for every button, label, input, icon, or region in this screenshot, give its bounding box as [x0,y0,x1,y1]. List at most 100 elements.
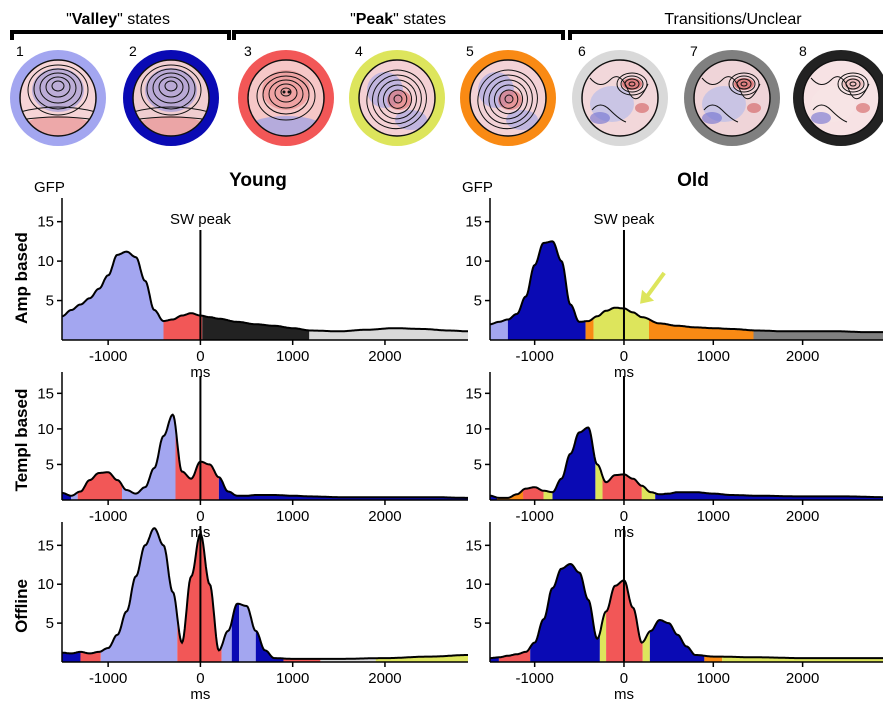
state-number: 1 [16,43,24,59]
x-tick-label: 1000 [276,670,309,687]
segment-lavender [221,621,232,662]
topomap-state-2: 2 [123,43,219,146]
segment-navy [62,651,81,662]
segment-red [80,651,101,662]
y-tick-label: 15 [37,385,54,402]
panel-young-amp: 5 10 15 -1000 0 1000 2000 ms GFP SW peak [34,179,468,381]
gfp-curve [62,527,468,660]
segment-orange [497,489,524,500]
segment-navy [255,630,284,662]
topomap-head [469,59,547,137]
state-number: 6 [578,43,586,59]
segment-lavender [121,414,176,500]
x-tick-label: -1000 [89,508,127,525]
state-number: 2 [129,43,137,59]
y-axis-label: GFP [34,179,65,196]
y-axis-label: GFP [462,179,493,196]
row-label-amp: Amp based [12,232,31,324]
x-tick-label: 0 [620,508,628,525]
segment-red [163,313,203,340]
segment-orange [648,319,754,340]
x-tick-label: -1000 [515,670,553,687]
peak-bracket [232,30,565,40]
sw-peak-label: SW peak [594,211,655,228]
panel-old-offline: 5 10 15 -1000 0 1000 2000 ms [465,522,883,702]
gfp-curve [490,562,883,660]
row-label-templ: Templ based [12,389,31,492]
state-number: 4 [355,43,363,59]
peak-group-title: "Peak" states [350,11,446,28]
state-number: 8 [799,43,807,59]
x-tick-label: 1000 [697,508,730,525]
y-tick-label: 10 [37,421,54,438]
x-tick-label: 0 [620,670,628,687]
state-number: 7 [690,43,698,59]
x-tick-label: 2000 [368,348,401,365]
topomap-state-1: 1 [10,43,106,146]
y-tick-label: 10 [37,576,54,593]
segment-lavender [100,528,178,662]
segment-navy [552,427,596,500]
segment-red [523,487,544,500]
topomap-head [581,59,659,137]
topomap-head [693,59,771,137]
x-tick-label: 0 [196,670,204,687]
state-topomaps: 1 2 3 4 5 6 7 8 [10,43,883,146]
x-tick-label: 2000 [368,508,401,525]
y-tick-label: 10 [465,421,482,438]
y-tick-label: 15 [465,537,482,554]
x-tick-label: 0 [620,348,628,365]
segment-red [602,474,642,500]
x-tick-label: 0 [196,508,204,525]
x-axis-label: ms [614,686,634,702]
y-tick-label: 10 [465,576,482,593]
topomap-state-3: 3 [238,43,334,146]
segment-yellow [599,611,607,662]
panel-young-offline: 5 10 15 -1000 0 1000 2000 ms [37,522,468,702]
x-tick-label: 0 [196,348,204,365]
state-number: 3 [244,43,252,59]
x-tick-label: -1000 [515,348,553,365]
x-tick-label: 1000 [276,348,309,365]
segment-red [77,472,122,500]
gfp-curve [61,250,468,333]
y-tick-label: 15 [37,537,54,554]
topomap-head [19,59,97,137]
x-axis-label: ms [614,364,634,381]
gfp-curve [61,413,468,499]
x-tick-label: 2000 [786,508,819,525]
segment-navy [507,241,586,340]
topomap-state-4: 4 [349,43,445,146]
row-label-offline: Offline [12,579,31,633]
y-tick-label: 5 [474,456,482,473]
gfp-curve [489,426,883,499]
segment-navy [530,564,600,662]
y-tick-label: 5 [474,293,482,310]
segment-navy [231,603,240,662]
segment-gray [753,330,883,340]
segment-lavender [239,603,256,662]
x-axis-label: ms [190,364,210,381]
y-tick-label: 5 [474,615,482,632]
x-tick-label: -1000 [89,348,127,365]
x-tick-label: 2000 [786,670,819,687]
header-groups: "Valley" states "Peak" states Transition… [10,11,883,40]
topomap-head [247,59,325,137]
young-column-title: Young [229,170,287,191]
x-tick-label: -1000 [89,670,127,687]
y-tick-label: 10 [465,253,482,270]
topomap-state-6: 6 [572,43,668,146]
y-tick-label: 15 [37,214,54,231]
x-axis-label: ms [190,686,210,702]
old-column-title: Old [677,170,709,191]
segment-lavender [62,251,164,340]
y-tick-label: 5 [46,293,54,310]
x-tick-label: 1000 [276,508,309,525]
segment-yellow [543,490,553,500]
segment-red [175,426,219,500]
segment-yellow [593,307,649,340]
segment-navy [62,492,72,500]
